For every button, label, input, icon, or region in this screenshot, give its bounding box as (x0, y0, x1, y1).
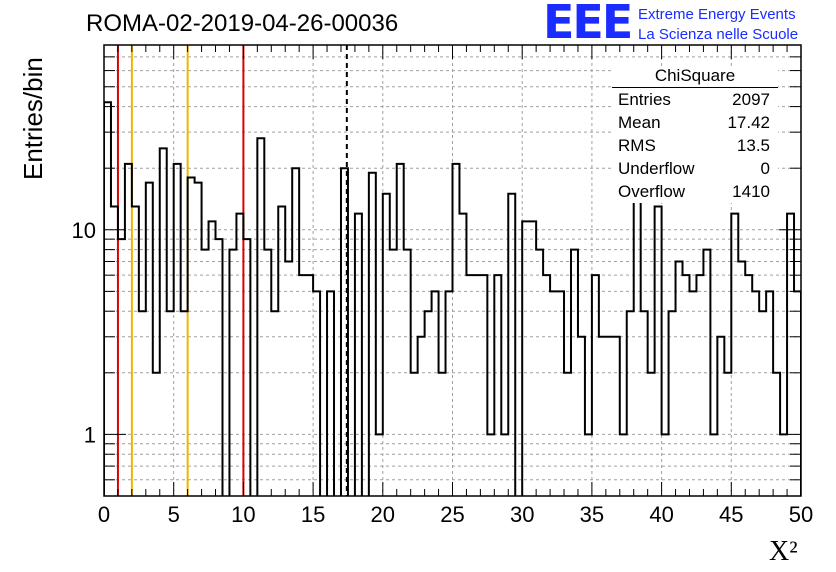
x-tick-label: 50 (789, 502, 813, 527)
y-axis-label: Entries/bin (18, 57, 48, 180)
x-tick-label: 35 (580, 502, 604, 527)
stats-label: RMS (618, 136, 656, 155)
axis-layer: 0 5 10 15 20 25 30 35 40 45 50 1 10 (72, 44, 813, 527)
stats-label: Entries (618, 90, 671, 109)
stats-row-overflow: Overflow 1410 (612, 180, 778, 203)
x-tick-label: 45 (719, 502, 743, 527)
x-tick-label: 5 (168, 502, 180, 527)
stats-row-rms: RMS 13.5 (612, 134, 778, 157)
logo-line-2: La Scienza nelle Scuole (638, 26, 799, 43)
stats-label: Overflow (618, 182, 686, 201)
stats-label: Mean (618, 113, 661, 132)
stats-value: 0 (760, 159, 770, 178)
reference-lines-layer (116, 45, 348, 496)
chart-title: ROMA-02-2019-04-26-00036 (86, 10, 399, 37)
histogram-layer (104, 101, 801, 496)
stats-row-entries: Entries 2097 (612, 88, 778, 111)
x-tick-label: 30 (510, 502, 534, 527)
stats-value: 17.42 (727, 113, 770, 132)
stats-value: 2097 (732, 90, 770, 109)
stats-box: ChiSquare Entries 2097 Mean 17.42 RMS 13… (612, 66, 778, 203)
histogram-steps (104, 101, 801, 496)
stats-value: 13.5 (736, 136, 770, 155)
x-tick-label: 0 (98, 502, 110, 527)
stats-value: 1410 (732, 182, 770, 201)
stats-title: ChiSquare (612, 66, 778, 88)
x-axis-label: X² (769, 536, 798, 567)
logo-mark: EEE (543, 0, 633, 49)
x-tick-label: 15 (301, 502, 325, 527)
logo-line-1: Extreme Energy Events (638, 6, 796, 23)
y-tick-label: 1 (84, 422, 96, 447)
stats-row-underflow: Underflow 0 (612, 157, 778, 180)
x-tick-label: 10 (231, 502, 255, 527)
stats-label: Underflow (618, 159, 695, 178)
y-tick-label: 10 (72, 218, 96, 243)
x-tick-label: 20 (371, 502, 395, 527)
x-tick-label: 40 (649, 502, 673, 527)
stats-row-mean: Mean 17.42 (612, 111, 778, 134)
x-tick-label: 25 (440, 502, 464, 527)
